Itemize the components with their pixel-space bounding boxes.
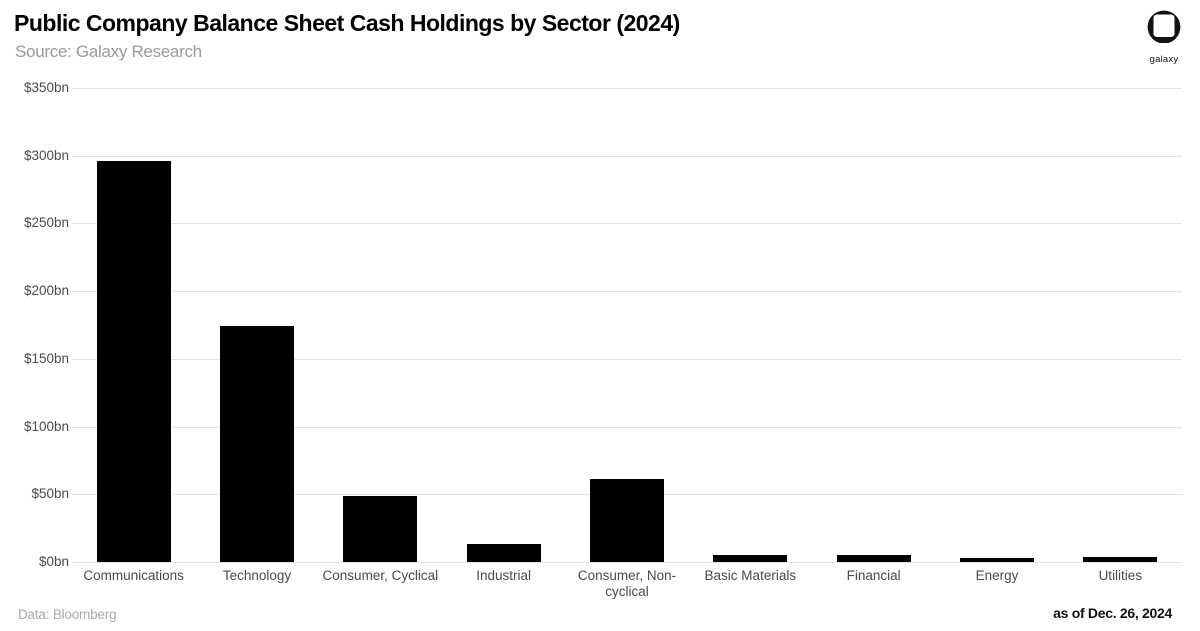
x-axis-tick-label: Industrial (476, 568, 532, 583)
x-axis-tick-label: Financial (846, 568, 901, 583)
bar-basic-materials (713, 555, 788, 562)
gridline (72, 223, 1182, 225)
x-axis-tick-label: Utilities (1098, 568, 1143, 583)
bar-industrial (466, 544, 541, 562)
bar-consumer-non-cyclical (590, 479, 664, 562)
gridline (72, 426, 1182, 428)
y-axis-tick-label: $250bn (23, 215, 69, 231)
gridline (72, 155, 1182, 157)
bar-communications (96, 161, 171, 562)
y-axis-tick-label: $350bn (23, 80, 69, 95)
galaxy-logo-text: galaxy (1149, 54, 1179, 65)
x-axis-tick-label: Technology (222, 568, 292, 583)
gridline (72, 88, 1182, 89)
bar-utilities (1083, 557, 1158, 562)
chart-subtitle: Source: Galaxy Research (15, 42, 202, 61)
x-axis-tick-label: Energy (975, 568, 1019, 583)
bar-financial (836, 555, 911, 562)
galaxy-logo: galaxy (1142, 8, 1186, 65)
data-attribution: Data: Bloomberg (18, 607, 117, 622)
as-of-date: as of Dec. 26, 2024 (1053, 605, 1172, 621)
x-axis-tick-label: Communications (83, 568, 184, 583)
x-axis-tick-label: Consumer, Non-cyclical (577, 568, 677, 599)
bar-energy (960, 558, 1034, 562)
galaxy-logo-icon (1144, 10, 1184, 52)
chart-title: Public Company Balance Sheet Cash Holdin… (14, 10, 680, 36)
x-axis-tick-label: Basic Materials (704, 568, 797, 583)
gridline (72, 358, 1182, 360)
y-axis-tick-label: $100bn (23, 418, 69, 434)
bar-consumer-cyclical (343, 496, 418, 562)
y-axis-tick-label: $150bn (23, 350, 69, 366)
x-axis-tick-label: Consumer, Cyclical (322, 568, 439, 583)
gridline (72, 291, 1182, 293)
y-axis-tick-label: $0bn (38, 554, 69, 569)
bar-technology (220, 326, 294, 562)
y-axis-tick-label: $300bn (23, 147, 69, 163)
gridline (72, 562, 1182, 563)
y-axis-tick-label: $50bn (31, 486, 69, 502)
y-axis-tick-label: $200bn (23, 283, 69, 299)
